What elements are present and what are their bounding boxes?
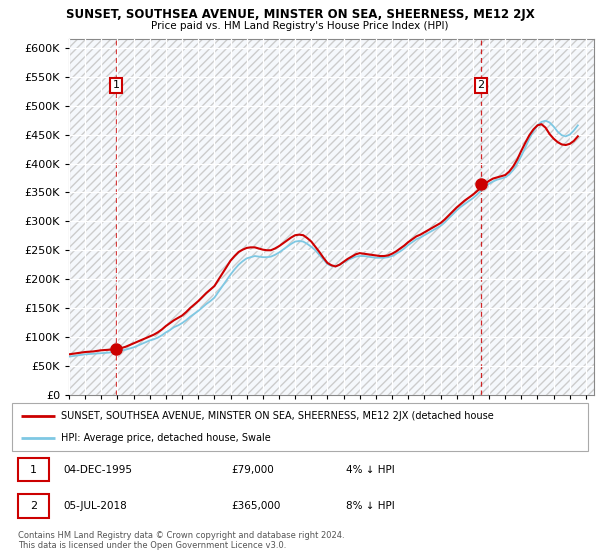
- Text: 1: 1: [30, 465, 37, 475]
- Text: 1: 1: [113, 81, 119, 90]
- Text: £79,000: £79,000: [231, 465, 274, 475]
- Text: SUNSET, SOUTHSEA AVENUE, MINSTER ON SEA, SHEERNESS, ME12 2JX (detached house: SUNSET, SOUTHSEA AVENUE, MINSTER ON SEA,…: [61, 411, 494, 421]
- FancyBboxPatch shape: [18, 494, 49, 517]
- Text: 2: 2: [478, 81, 484, 90]
- Text: 05-JUL-2018: 05-JUL-2018: [64, 501, 128, 511]
- Text: Contains HM Land Registry data © Crown copyright and database right 2024.
This d: Contains HM Land Registry data © Crown c…: [18, 531, 344, 550]
- Text: 2: 2: [30, 501, 37, 511]
- Text: £365,000: £365,000: [231, 501, 280, 511]
- Text: 04-DEC-1995: 04-DEC-1995: [64, 465, 133, 475]
- Text: SUNSET, SOUTHSEA AVENUE, MINSTER ON SEA, SHEERNESS, ME12 2JX: SUNSET, SOUTHSEA AVENUE, MINSTER ON SEA,…: [65, 8, 535, 21]
- Text: Price paid vs. HM Land Registry's House Price Index (HPI): Price paid vs. HM Land Registry's House …: [151, 21, 449, 31]
- FancyBboxPatch shape: [12, 403, 588, 451]
- Text: HPI: Average price, detached house, Swale: HPI: Average price, detached house, Swal…: [61, 433, 271, 443]
- Text: 4% ↓ HPI: 4% ↓ HPI: [346, 465, 395, 475]
- FancyBboxPatch shape: [18, 458, 49, 481]
- Text: 8% ↓ HPI: 8% ↓ HPI: [346, 501, 395, 511]
